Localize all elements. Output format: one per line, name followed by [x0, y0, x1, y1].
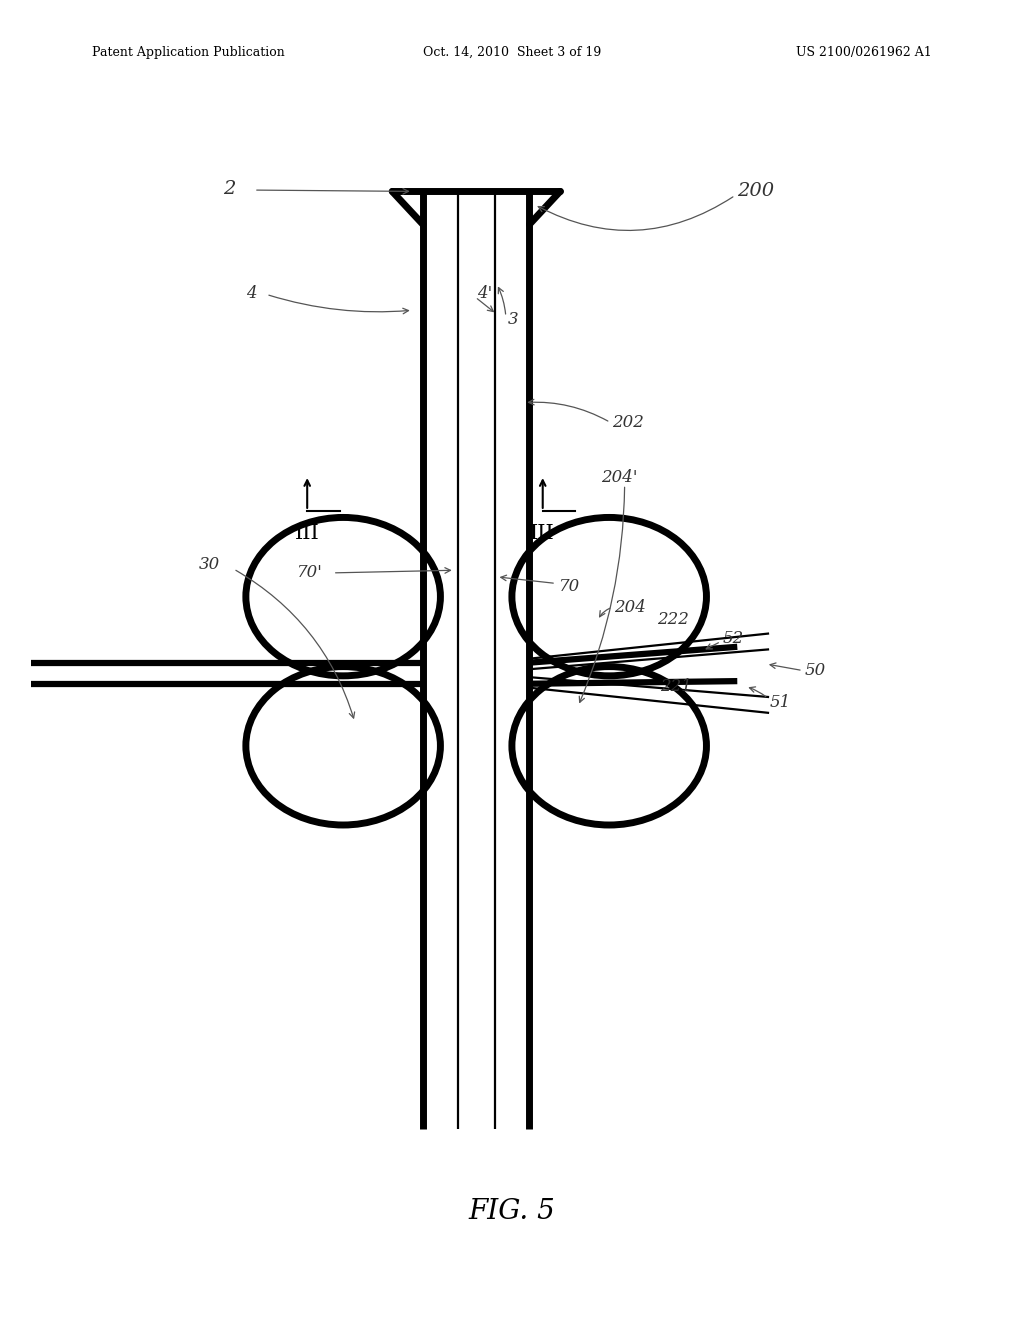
Text: III: III — [295, 524, 319, 543]
Text: Oct. 14, 2010  Sheet 3 of 19: Oct. 14, 2010 Sheet 3 of 19 — [423, 46, 601, 59]
Text: 4': 4' — [477, 285, 493, 301]
Text: 204': 204' — [601, 470, 638, 486]
Text: 202: 202 — [612, 414, 644, 430]
Text: 51: 51 — [770, 694, 792, 710]
Text: III: III — [530, 524, 555, 543]
Text: 70': 70' — [297, 565, 323, 581]
Text: 70: 70 — [559, 578, 581, 594]
Text: 30: 30 — [199, 557, 220, 573]
Text: US 2100/0261962 A1: US 2100/0261962 A1 — [796, 46, 932, 59]
Text: 4: 4 — [246, 285, 256, 301]
Text: 50: 50 — [805, 663, 826, 678]
Text: 221: 221 — [660, 678, 692, 694]
Text: 52: 52 — [723, 631, 744, 647]
Text: Patent Application Publication: Patent Application Publication — [92, 46, 285, 59]
Text: 222: 222 — [657, 611, 689, 627]
Text: 3: 3 — [508, 312, 518, 327]
Text: 200: 200 — [737, 182, 774, 201]
Text: FIG. 5: FIG. 5 — [469, 1199, 555, 1225]
Text: 204: 204 — [614, 599, 646, 615]
Text: 2: 2 — [223, 180, 236, 198]
